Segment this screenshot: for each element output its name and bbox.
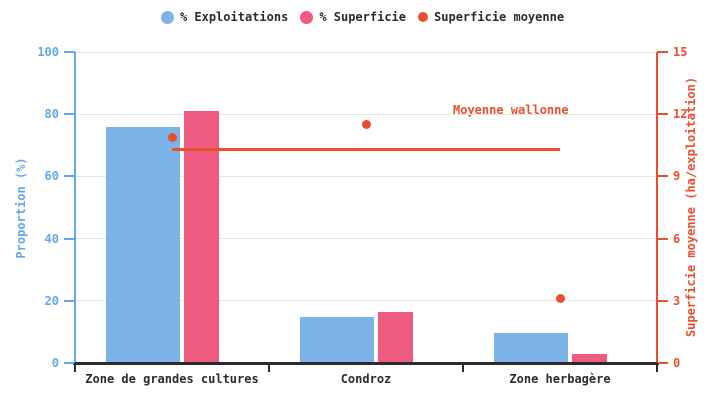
x-axis-tick (74, 363, 76, 372)
bar-% Superficie-2 (571, 353, 607, 363)
right-axis-tick-label: 12 (673, 107, 688, 122)
legend-label: Superficie moyenne (434, 10, 565, 24)
left-axis-tick (64, 175, 75, 178)
left-axis-tick (64, 51, 75, 53)
legend-item-superficie: % Superficie (300, 9, 406, 25)
left-axis-tick-label: 0 (51, 356, 59, 370)
gridline (75, 51, 657, 53)
legend-item-superficie-moyenne: Superficie moyenne (418, 9, 564, 25)
bar-% Exploitations-2 (493, 333, 568, 363)
x-category-label: Zone de grandes cultures (85, 372, 259, 386)
x-category-label: Zone herbagère (509, 372, 611, 386)
left-axis-tick (64, 299, 75, 302)
bar-% Exploitations-1 (299, 316, 374, 363)
legend: % Exploitations % Superficie Superficie … (0, 9, 725, 25)
gridline (75, 175, 657, 177)
moyenne-wallonne-line (172, 148, 560, 151)
right-axis-line (656, 52, 658, 363)
point-Superficie moyenne-2 (555, 294, 565, 304)
left-axis-tick-label: 40 (44, 231, 59, 246)
right-axis-tick-label: 9 (673, 169, 681, 184)
point-Superficie moyenne-1 (361, 120, 371, 130)
left-axis-tick (64, 237, 75, 240)
left-axis-tick-label: 100 (37, 45, 59, 59)
x-category-label: Condroz (340, 372, 392, 386)
right-axis-tick-label: 0 (673, 356, 681, 370)
right-axis-tick (657, 175, 668, 178)
bar-% Exploitations-0 (105, 127, 180, 363)
x-axis-line (73, 362, 659, 365)
superficie-swatch-icon (300, 10, 314, 24)
gridline (75, 238, 657, 240)
bar-% Superficie-0 (183, 111, 219, 363)
exploitations-swatch-icon (160, 10, 174, 24)
right-axis-tick (657, 362, 668, 364)
x-axis-tick (462, 363, 464, 372)
left-axis-tick-label: 80 (44, 107, 59, 122)
point-Superficie moyenne-0 (167, 132, 177, 142)
right-axis-tick-label: 6 (673, 231, 681, 246)
gridline (75, 113, 657, 115)
x-axis-tick (268, 363, 270, 372)
gridline (75, 300, 657, 302)
left-axis-tick-label: 60 (44, 169, 59, 184)
left-axis-tick (64, 113, 75, 116)
plot-area: Moyenne wallonne 0 20 40 60 80 100 0 3 6 9 12 15 Zon… (37, 45, 687, 386)
right-axis-tick (657, 237, 668, 240)
right-axis-tick-label: 15 (673, 45, 688, 59)
left-axis-line (74, 52, 76, 363)
legend-label: % Superficie (319, 10, 407, 24)
reference-line-label: Moyenne wallonne (453, 103, 569, 117)
bar-% Superficie-1 (377, 312, 413, 363)
legend-item-exploitations: % Exploitations (160, 9, 289, 25)
right-axis-tick-label: 3 (673, 293, 681, 308)
superficie-moyenne-swatch-icon (418, 12, 429, 22)
legend-label: % Exploitations (179, 10, 289, 24)
right-axis-tick (657, 113, 668, 116)
left-axis-tick-label: 20 (44, 293, 59, 308)
right-axis-tick (657, 299, 668, 302)
right-axis-tick (657, 51, 668, 53)
x-axis-tick (656, 363, 658, 372)
left-axis-tick (64, 362, 75, 364)
